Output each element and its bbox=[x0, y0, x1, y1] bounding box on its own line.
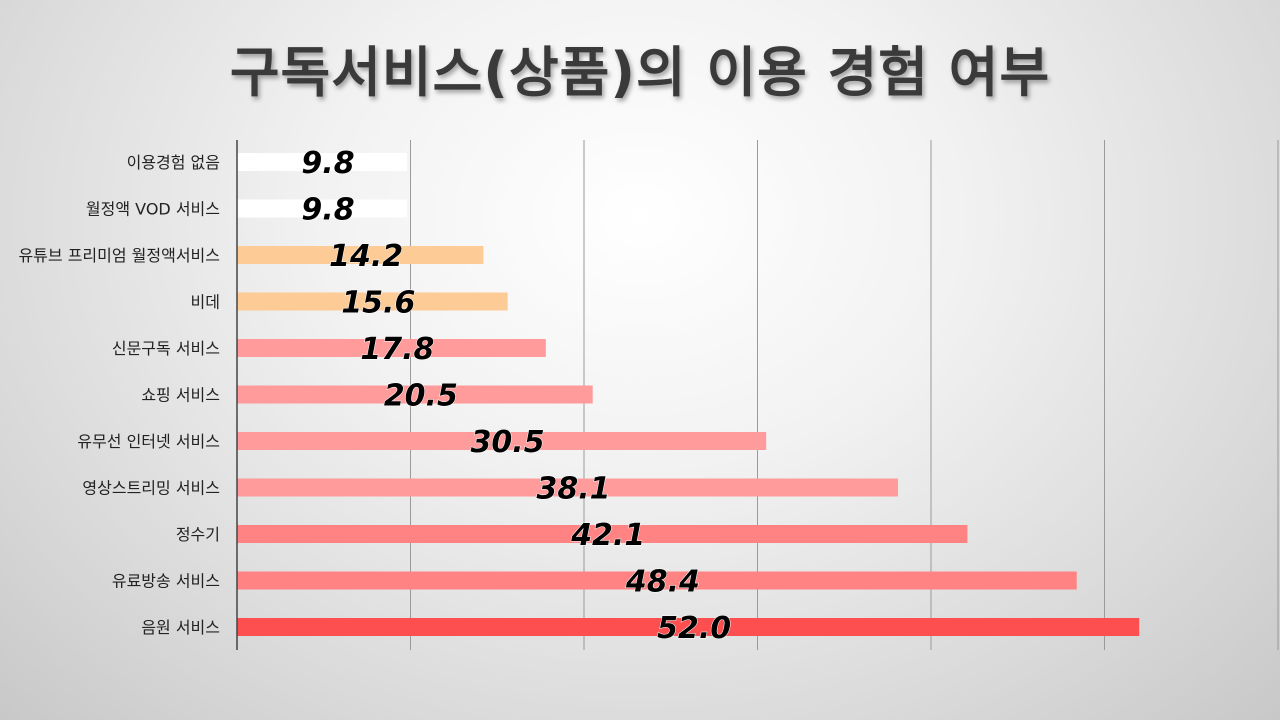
bar bbox=[237, 339, 546, 357]
value-label: 9.8 bbox=[301, 146, 354, 181]
value-label: 17.8 bbox=[360, 332, 434, 367]
category-label: 신문구독 서비스 bbox=[112, 339, 220, 358]
category-label: 정수기 bbox=[176, 525, 220, 544]
bar bbox=[237, 246, 484, 264]
bar bbox=[237, 478, 899, 497]
value-label: 38.1 bbox=[537, 472, 611, 507]
category-label: 이용경험 없음 bbox=[127, 153, 220, 172]
value-label: 20.5 bbox=[384, 379, 458, 414]
bar bbox=[237, 571, 1077, 590]
category-label: 비데 bbox=[191, 293, 220, 312]
category-label: 유튜브 프리미엄 월정액서비스 bbox=[18, 246, 220, 265]
bar bbox=[237, 153, 408, 171]
category-label: 영상스트리밍 서비스 bbox=[82, 479, 220, 498]
value-label: 52.0 bbox=[657, 611, 731, 646]
bar bbox=[237, 432, 767, 450]
category-label: 음원 서비스 bbox=[141, 618, 220, 637]
value-label: 14.2 bbox=[329, 239, 403, 274]
value-label: 42.1 bbox=[570, 518, 645, 553]
chart-title: 구독서비스(상품)의 이용 경험 여부 bbox=[229, 41, 1051, 104]
value-label: 9.8 bbox=[301, 193, 354, 228]
value-label: 15.6 bbox=[341, 286, 415, 321]
value-label: 30.5 bbox=[471, 425, 545, 460]
category-label: 쇼핑 서비스 bbox=[141, 386, 220, 405]
value-label: 48.4 bbox=[625, 565, 700, 600]
bar bbox=[237, 385, 593, 404]
bar bbox=[237, 525, 968, 543]
category-label: 유료방송 서비스 bbox=[112, 572, 220, 591]
value-labels: 9.8 9.8 14.2 15.6 17.8 20.5 30.5 38.1 42.1 48.4 52… bbox=[301, 146, 732, 647]
bar bbox=[237, 618, 1140, 636]
bars bbox=[237, 153, 1140, 636]
bar bbox=[237, 292, 508, 311]
category-label: 유무선 인터넷 서비스 bbox=[77, 432, 220, 451]
bar bbox=[237, 199, 408, 218]
category-label: 월정액 VOD 서비스 bbox=[86, 200, 220, 219]
